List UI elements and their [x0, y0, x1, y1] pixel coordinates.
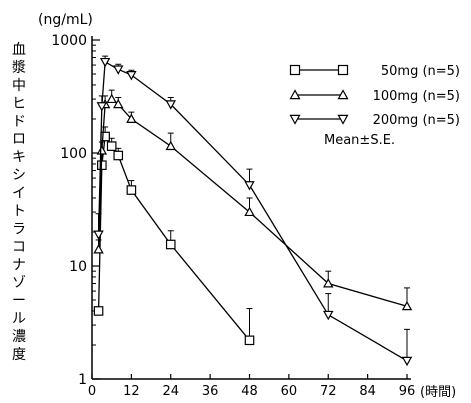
y-axis-label-char: キ [12, 150, 26, 166]
data-point [244, 335, 255, 346]
y-tick-label: 100 [60, 146, 87, 162]
y-tick-label: 1 [78, 372, 87, 388]
x-tick-label: 96 [399, 384, 416, 399]
legend-label: 100mg (n=5) [373, 89, 460, 104]
data-point [106, 93, 117, 104]
data-point [113, 150, 124, 161]
legend: Mean±S.E. 50mg (n=5) 100mg (n=5) 200mg (n=… [289, 64, 460, 148]
data-point [401, 300, 413, 311]
y-axis-label-char: 濃 [12, 329, 26, 345]
data-point [126, 71, 137, 81]
data-point [126, 185, 137, 195]
legend-marker-start [289, 114, 301, 125]
y-axis-label-char: ナ [12, 257, 26, 273]
x-tick-label: 12 [123, 384, 140, 399]
data-point [244, 181, 255, 191]
unit-label: (ng/mL) [38, 12, 93, 28]
y-axis-label-char: ー [12, 293, 26, 309]
y-axis-label-char: ヒ [12, 96, 26, 112]
data-point [93, 230, 104, 240]
data-point [96, 102, 108, 112]
y-axis-label-char: 中 [12, 78, 26, 94]
series-line [97, 98, 408, 307]
data-point [113, 98, 124, 109]
data-point [323, 310, 334, 321]
x-tick-label: 72 [320, 384, 337, 399]
x-tick-label: 84 [359, 384, 376, 399]
y-axis-label-char: コ [12, 239, 26, 255]
legend-note: Mean±S.E. [324, 133, 395, 148]
legend-label: 200mg (n=5) [373, 113, 460, 128]
y-tick-label: 1000 [51, 33, 87, 49]
legend-marker-start [289, 89, 301, 100]
data-point [165, 140, 176, 151]
data-point [165, 239, 176, 250]
series-triangle-down [93, 55, 413, 367]
data-point [113, 65, 124, 75]
series-triangle-up [93, 89, 413, 311]
legend-marker-end [337, 89, 349, 100]
x-tick-label: 36 [202, 384, 219, 399]
y-axis-label-char: ロ [12, 132, 26, 148]
series-square [93, 126, 255, 346]
data-point [96, 145, 108, 155]
data-point [106, 141, 117, 151]
y-axis-label-char: 漿 [12, 60, 26, 76]
series-line [97, 60, 408, 362]
data-point [126, 113, 137, 123]
y-axis-label-char: 血 [12, 42, 26, 58]
data-point [93, 306, 104, 316]
y-axis-label-char: ル [12, 311, 26, 327]
data-point [93, 244, 104, 254]
series-layer [93, 55, 413, 367]
x-tick-label: 24 [162, 384, 179, 399]
y-tick-label: 10 [69, 259, 87, 275]
data-point [323, 278, 334, 288]
series-line [97, 134, 251, 341]
y-axis-label-char: ド [12, 114, 26, 130]
y-axis-label-char: ト [12, 203, 26, 219]
y-axis-label-char: ラ [12, 221, 26, 237]
data-point [165, 100, 176, 110]
legend-marker-end [337, 64, 349, 76]
x-tick-label: 60 [281, 384, 298, 399]
legend-label: 50mg (n=5) [381, 64, 460, 79]
data-point [244, 206, 255, 217]
x-axis-label: (時間) [420, 385, 456, 399]
legend-marker-start [289, 64, 301, 76]
y-axis-label-char: ゾ [12, 275, 26, 291]
x-tick-label: 48 [241, 384, 258, 399]
legend-marker-end [337, 114, 349, 125]
y-axis-label-char: イ [12, 186, 26, 202]
y-axis-label-char: シ [12, 168, 26, 184]
data-point [99, 57, 111, 68]
y-axis-label-char: 度 [12, 347, 26, 363]
x-tick-label: 0 [88, 384, 96, 399]
data-point [401, 356, 413, 367]
axes: 0 12 24 36 48 60 72 84 96 1 10 100 1000 [51, 33, 415, 399]
